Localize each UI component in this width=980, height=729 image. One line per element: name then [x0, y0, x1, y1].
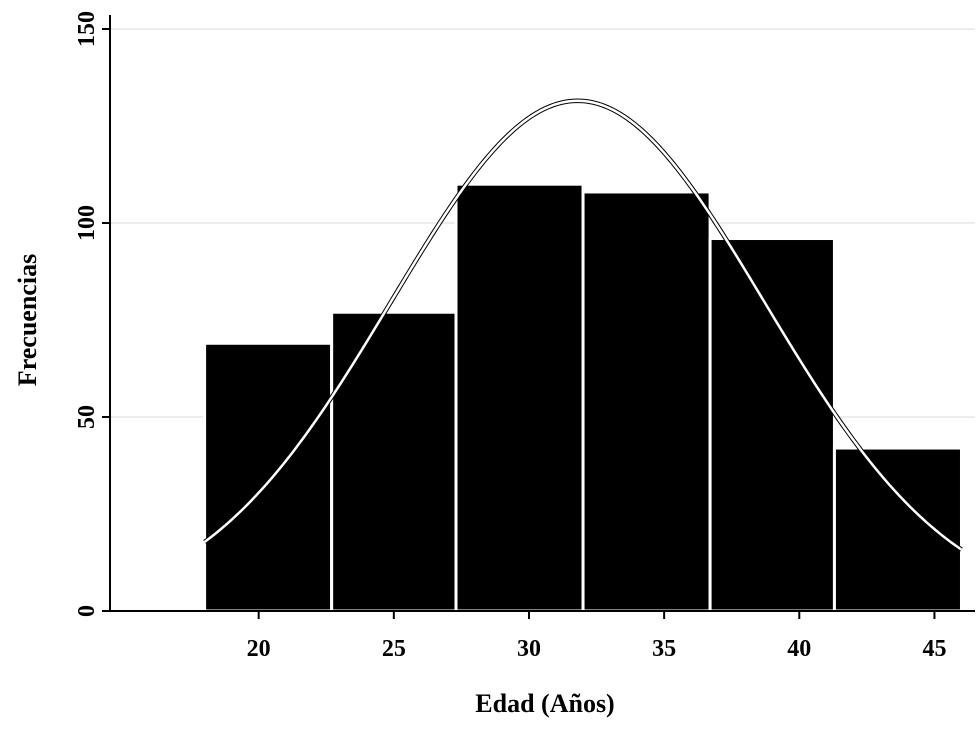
x-tick-label-20: 20 [247, 636, 271, 662]
histogram-bar-2 [330, 310, 458, 613]
y-tick-label-150: 150 [74, 11, 100, 47]
histogram-bar-3 [454, 182, 585, 613]
axes [109, 15, 975, 612]
y-axis-ticks: 0 50 100 150 [74, 11, 110, 617]
histogram-bars [203, 182, 963, 613]
x-tick-label-25: 25 [382, 636, 406, 662]
histogram-bar-5 [708, 237, 836, 613]
x-tick-label-30: 30 [517, 636, 541, 662]
x-axis-ticks: 20 25 30 35 40 45 [247, 611, 946, 662]
x-axis-title: Edad (Años) [475, 689, 614, 718]
normal-curve-line [203, 99, 963, 551]
histogram-bar-6 [832, 446, 963, 613]
x-tick-label-45: 45 [922, 636, 946, 662]
normal-curve [203, 98, 963, 552]
y-tick-label-0: 0 [74, 605, 100, 617]
x-tick-label-35: 35 [652, 636, 676, 662]
histogram-bar-4 [581, 190, 712, 613]
y-axis-title: Frecuencias [13, 254, 42, 386]
y-tick-label-100: 100 [74, 205, 100, 241]
x-tick-label-40: 40 [787, 636, 811, 662]
histogram-bar-1 [203, 341, 334, 613]
y-tick-label-50: 50 [74, 405, 100, 429]
